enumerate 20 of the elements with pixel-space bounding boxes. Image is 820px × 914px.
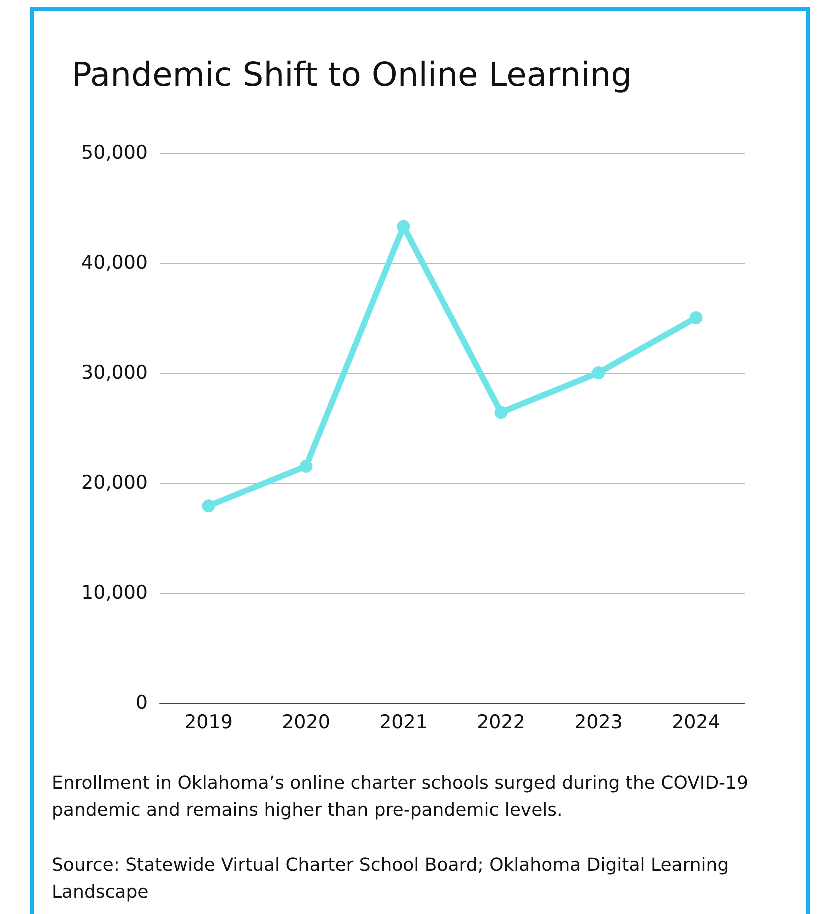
- x-tick-label: 2019: [184, 712, 233, 734]
- y-tick-label: 20,000: [82, 472, 148, 494]
- point: [592, 366, 606, 380]
- x-tick-label: 2020: [282, 712, 330, 734]
- y-tick-label: 30,000: [82, 362, 148, 384]
- x-tick-label: 2023: [574, 712, 623, 734]
- y-tick-label: 40,000: [82, 252, 148, 274]
- y-tick-label: 0: [136, 692, 148, 714]
- point: [690, 312, 703, 324]
- x-tick-label: 2024: [672, 712, 720, 734]
- y-tick-label: 10,000: [82, 582, 148, 604]
- point: [202, 500, 216, 513]
- point: [300, 460, 313, 473]
- chart-title: Pandemic Shift to Online Learning: [72, 55, 632, 94]
- point: [494, 406, 508, 420]
- source-note: Source: Statewide Virtual Charter School Board; Oklahoma Digital Learning Landscape: [52, 854, 730, 905]
- x-tick-label: 2022: [477, 712, 526, 734]
- y-tick-label: 50,000: [82, 142, 148, 164]
- x-tick-label: 2021: [380, 712, 428, 734]
- text: Enrollment in Oklahoma’s online charter schools surged during the COVID-19 pandemic and remains higher than pre-pandemic levels.: [52, 772, 750, 823]
